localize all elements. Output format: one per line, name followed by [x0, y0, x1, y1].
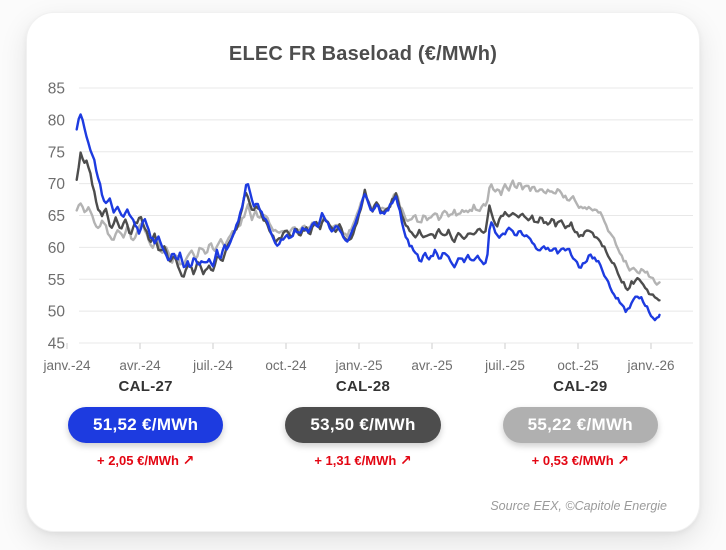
up-right-arrow-icon: ↗	[617, 452, 629, 468]
svg-text:55: 55	[48, 272, 65, 289]
chart-title: ELEC FR Baseload (€/MWh)	[228, 43, 498, 65]
svg-text:50: 50	[48, 304, 66, 321]
svg-text:avr.-24: avr.-24	[119, 358, 161, 373]
svg-text:janv.-25: janv.-25	[334, 358, 382, 373]
svg-text:juil.-25: juil.-25	[484, 358, 525, 373]
cal-27-badge-group: CAL-27 51,52 €/MWh + 2,05 €/MWh ↗	[37, 378, 254, 469]
cal-28-delta-value: + 1,31 €/MWh	[314, 453, 397, 468]
series-line-CAL-29	[75, 179, 661, 286]
gridlines	[79, 87, 693, 344]
svg-text:75: 75	[48, 144, 65, 161]
cal-28-price: 53,50 €/MWh	[310, 415, 416, 434]
svg-text:60: 60	[48, 240, 66, 257]
chart-card: ELEC FR Baseload (€/MWh) 45 50 55 60 65 70 75 8…	[26, 12, 700, 532]
svg-text:janv.-26: janv.-26	[626, 358, 674, 373]
cal-28-badge-group: CAL-28 53,50 €/MWh + 1,31 €/MWh ↗	[254, 378, 471, 469]
svg-text:oct.-24: oct.-24	[265, 358, 307, 373]
svg-text:70: 70	[48, 176, 66, 193]
svg-text:janv.-24: janv.-24	[42, 358, 91, 373]
cal-27-price-pill: 51,52 €/MWh	[67, 407, 224, 443]
x-axis-ticks	[66, 343, 652, 349]
svg-text:juil.-24: juil.-24	[192, 358, 233, 373]
cal-29-price-pill: 55,22 €/MWh	[502, 407, 658, 443]
cal-28-price-pill: 53,50 €/MWh	[285, 407, 441, 443]
x-axis-labels: janv.-24 avr.-24 juil.-24 oct.-24 janv.-25 av…	[42, 358, 674, 373]
up-right-arrow-icon: ↗	[399, 452, 412, 468]
source-credit: Source EEX, ©Capitole Energie	[490, 499, 667, 513]
cal-29-price: 55,22 €/MWh	[527, 415, 633, 434]
svg-text:oct.-25: oct.-25	[557, 358, 598, 373]
cal-29-delta-value: + 0,53 €/MWh	[531, 453, 614, 468]
contract-badges-row: CAL-27 51,52 €/MWh + 2,05 €/MWh ↗ CAL-28…	[37, 378, 689, 469]
cal-27-delta: + 2,05 €/MWh ↗	[97, 452, 194, 469]
series-line-CAL-28	[75, 151, 661, 302]
cal-28-delta: + 1,31 €/MWh ↗	[314, 452, 411, 469]
price-chart-svg: 45 50 55 60 65 70 75 80 85 janv.-24 avr.-24 juil.-2…	[42, 81, 693, 373]
svg-text:80: 80	[48, 112, 66, 129]
price-chart: 45 50 55 60 65 70 75 80 85 janv.-24 avr.-24 juil.-2…	[39, 76, 693, 376]
cal-27-delta-value: + 2,05 €/MWh	[96, 453, 179, 468]
cal-27-label: CAL-27	[118, 378, 173, 395]
svg-text:65: 65	[48, 208, 65, 225]
cal-29-badge-group: CAL-29 55,22 €/MWh + 0,53 €/MWh ↗	[472, 378, 689, 469]
svg-text:avr.-25: avr.-25	[411, 358, 452, 373]
cal-28-label: CAL-28	[335, 378, 391, 395]
cal-29-delta: + 0,53 €/MWh ↗	[532, 452, 629, 469]
y-axis-labels: 45 50 55 60 65 70 75 80 85	[48, 81, 66, 353]
cal-29-label: CAL-29	[553, 378, 608, 395]
series-line-CAL-27	[75, 113, 661, 322]
cal-27-price: 51,52 €/MWh	[92, 415, 199, 434]
svg-text:45: 45	[48, 336, 65, 353]
up-right-arrow-icon: ↗	[182, 452, 195, 468]
svg-text:85: 85	[48, 81, 65, 98]
